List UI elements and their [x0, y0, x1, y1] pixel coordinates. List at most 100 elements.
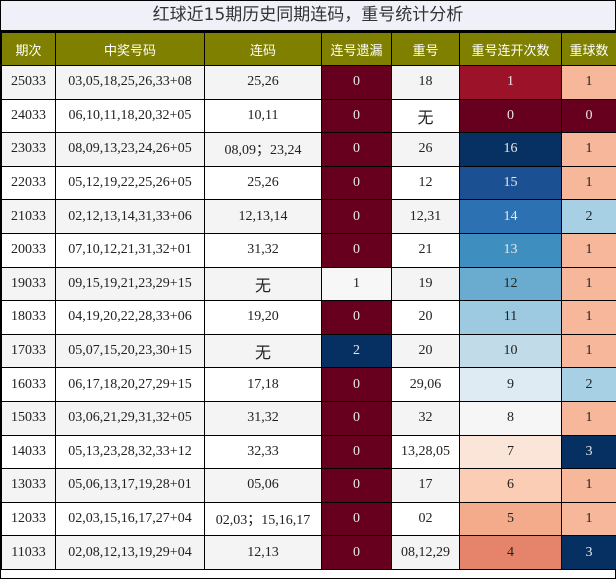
numbers-cell: 05,06,13,17,19,28+01: [55, 468, 205, 503]
numbers-cell: 06,10,11,18,20,32+05: [55, 98, 205, 134]
repeat-count-cell: 1: [561, 266, 616, 302]
repeat-count-cell: 3: [561, 434, 616, 470]
repeat-count-cell: 1: [561, 165, 616, 201]
repeat-streak-cell: 13: [459, 232, 562, 268]
period-cell: 13033: [1, 468, 56, 503]
table-row: 23033 08,09,13,23,24,26+05 08,09；23,24 0 26 1…: [1, 132, 616, 167]
repeat-cell: 08,12,29: [391, 535, 460, 570]
table-row: 22033 05,12,19,22,25,26+05 25,26 0 12 15 1: [1, 165, 616, 201]
repeat-cell: 12: [391, 165, 460, 201]
repeat-streak-cell: 8: [459, 400, 562, 436]
table-row: 14033 05,13,23,28,32,33+12 32,33 0 13,28,05 7…: [1, 434, 616, 470]
period-cell: 16033: [1, 367, 56, 402]
table-row: 12033 02,03,15,16,17,27+04 02,03；15,16,17 0…: [1, 501, 616, 537]
consec-miss-cell: 0: [321, 98, 392, 134]
repeat-count-cell: 1: [561, 132, 616, 167]
table-row: 16033 06,17,18,20,27,29+15 17,18 0 29,06 9 2: [1, 367, 616, 402]
period-cell: 15033: [1, 400, 56, 436]
numbers-cell: 05,12,19,22,25,26+05: [55, 165, 205, 201]
consec-miss-cell: 1: [321, 266, 392, 302]
consecutive-cell: 02,03；15,16,17: [204, 501, 322, 537]
repeat-cell: 26: [391, 132, 460, 167]
table-row: 18033 04,19,20,22,28,33+06 19,20 0 20 11 1: [1, 300, 616, 335]
repeat-streak-cell: 9: [459, 367, 562, 402]
period-cell: 24033: [1, 98, 56, 134]
header-repeat: 重号: [391, 32, 460, 66]
consecutive-cell: 12,13,14: [204, 199, 322, 234]
consecutive-cell: 25,26: [204, 165, 322, 201]
repeat-cell: 29,06: [391, 367, 460, 402]
consecutive-cell: 31,32: [204, 232, 322, 268]
repeat-cell: 18: [391, 65, 460, 100]
consecutive-cell: 05,06: [204, 468, 322, 503]
numbers-cell: 05,13,23,28,32,33+12: [55, 434, 205, 470]
repeat-streak-cell: 14: [459, 199, 562, 234]
header-repeat-count: 重球数: [561, 32, 616, 66]
table-row: 17033 05,07,15,20,23,30+15 无 2 20 10 1: [1, 333, 616, 369]
repeat-streak-cell: 1: [459, 65, 562, 100]
table-row: 15033 03,06,21,29,31,32+05 31,32 0 32 8 1: [1, 400, 616, 436]
repeat-streak-cell: 6: [459, 468, 562, 503]
repeat-count-cell: 1: [561, 400, 616, 436]
consecutive-cell: 无: [204, 333, 322, 369]
numbers-cell: 05,07,15,20,23,30+15: [55, 333, 205, 369]
consec-miss-cell: 0: [321, 165, 392, 201]
period-cell: 14033: [1, 434, 56, 470]
repeat-streak-cell: 0: [459, 98, 562, 134]
numbers-cell: 08,09,13,23,24,26+05: [55, 132, 205, 167]
repeat-count-cell: 2: [561, 367, 616, 402]
repeat-cell: 21: [391, 232, 460, 268]
header-consec-miss: 连号遗漏: [321, 32, 392, 66]
repeat-count-cell: 1: [561, 333, 616, 369]
period-cell: 21033: [1, 199, 56, 234]
consec-miss-cell: 0: [321, 535, 392, 570]
header-numbers: 中奖号码: [55, 32, 205, 66]
repeat-count-cell: 1: [561, 65, 616, 100]
consecutive-cell: 无: [204, 266, 322, 302]
numbers-cell: 06,17,18,20,27,29+15: [55, 367, 205, 402]
numbers-cell: 02,12,13,14,31,33+06: [55, 199, 205, 234]
repeat-streak-cell: 11: [459, 300, 562, 335]
repeat-count-cell: 0: [561, 98, 616, 134]
repeat-count-cell: 1: [561, 468, 616, 503]
header-consecutive: 连码: [204, 32, 322, 66]
repeat-cell: 20: [391, 333, 460, 369]
header-repeat-streak: 重号连开次数: [459, 32, 562, 66]
table-row: 25033 03,05,18,25,26,33+08 25,26 0 18 1 1: [1, 65, 616, 100]
consec-miss-cell: 0: [321, 367, 392, 402]
repeat-count-cell: 1: [561, 300, 616, 335]
period-cell: 11033: [1, 535, 56, 570]
page-title: 红球近15期历史同期连码，重号统计分析: [1, 1, 615, 32]
table-row: 11033 02,08,12,13,19,29+04 12,13 0 08,12,29 4…: [1, 535, 616, 570]
repeat-count-cell: 1: [561, 232, 616, 268]
repeat-streak-cell: 5: [459, 501, 562, 537]
consec-miss-cell: 2: [321, 333, 392, 369]
repeat-streak-cell: 7: [459, 434, 562, 470]
period-cell: 25033: [1, 65, 56, 100]
numbers-cell: 03,06,21,29,31,32+05: [55, 400, 205, 436]
repeat-count-cell: 2: [561, 199, 616, 234]
consecutive-cell: 25,26: [204, 65, 322, 100]
header-period: 期次: [1, 32, 56, 66]
header-row: 期次 中奖号码 连码 连号遗漏 重号 重号连开次数 重球数: [1, 32, 616, 66]
repeat-cell: 19: [391, 266, 460, 302]
table-body: 25033 03,05,18,25,26,33+08 25,26 0 18 1 1 24033…: [1, 65, 616, 570]
period-cell: 17033: [1, 333, 56, 369]
consec-miss-cell: 0: [321, 468, 392, 503]
consecutive-cell: 17,18: [204, 367, 322, 402]
repeat-cell: 32: [391, 400, 460, 436]
consec-miss-cell: 0: [321, 501, 392, 537]
numbers-cell: 02,03,15,16,17,27+04: [55, 501, 205, 537]
repeat-cell: 12,31: [391, 199, 460, 234]
table-row: 20033 07,10,12,21,31,32+01 31,32 0 21 13 1: [1, 232, 616, 268]
repeat-cell: 02: [391, 501, 460, 537]
period-cell: 22033: [1, 165, 56, 201]
repeat-streak-cell: 4: [459, 535, 562, 570]
consecutive-cell: 12,13: [204, 535, 322, 570]
numbers-cell: 03,05,18,25,26,33+08: [55, 65, 205, 100]
consecutive-cell: 19,20: [204, 300, 322, 335]
consec-miss-cell: 0: [321, 199, 392, 234]
table-row: 13033 05,06,13,17,19,28+01 05,06 0 17 6 1: [1, 468, 616, 503]
consec-miss-cell: 0: [321, 400, 392, 436]
table-row: 19033 09,15,19,21,23,29+15 无 1 19 12 1: [1, 266, 616, 302]
